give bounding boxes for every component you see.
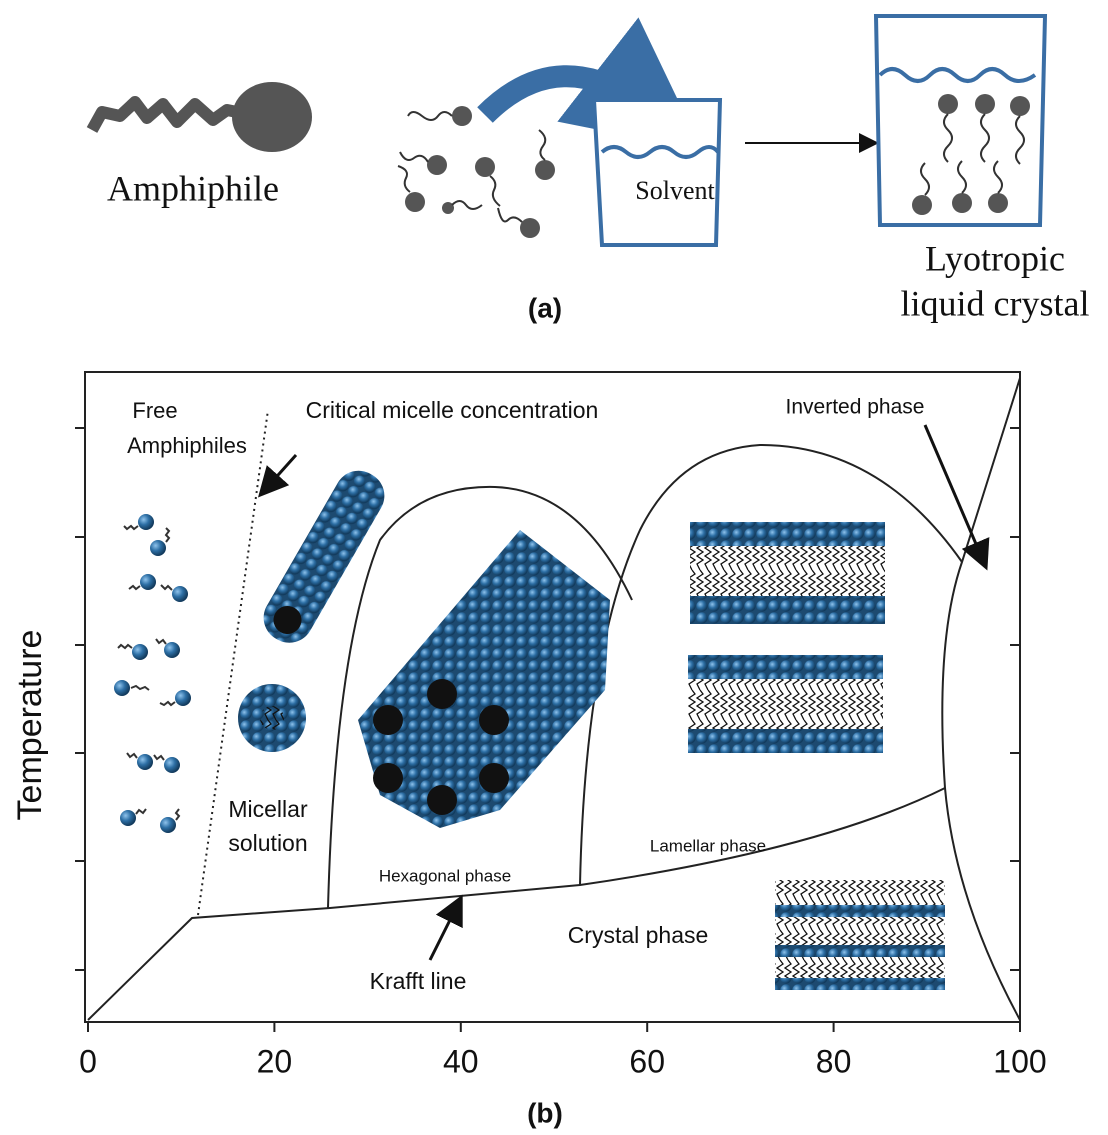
- x-tick-label: 20: [257, 1043, 293, 1079]
- amphiphile-label: Amphiphile: [107, 168, 279, 208]
- x-tick-label: 0: [79, 1043, 97, 1079]
- y-axis-label: Temperature: [11, 630, 49, 821]
- cylindrical-micelle: [255, 462, 393, 652]
- region-label: Lamellar phase: [650, 836, 766, 855]
- amphiphile-tail: [92, 102, 247, 130]
- product-label: Lyotropic: [925, 238, 1065, 278]
- lamellar-layers: [688, 522, 885, 753]
- x-tick-label: 60: [629, 1043, 665, 1079]
- spherical-micelle: [238, 684, 306, 752]
- x-tick-label: 100: [993, 1043, 1046, 1079]
- annotation: Critical micelle concentration: [306, 397, 599, 423]
- region-label: Micellar: [228, 796, 308, 822]
- caption: (b): [527, 1097, 563, 1128]
- amphiphile-head: [232, 82, 312, 152]
- product-label: liquid crystal: [901, 283, 1090, 323]
- figure: Amphiphile Solvent Lyotropic liquid crys…: [0, 0, 1108, 1135]
- panel-b: Free Amphiphiles Critical micelle concen…: [11, 372, 1047, 1128]
- annotation: Krafft line: [370, 968, 467, 994]
- caption: (a): [528, 292, 562, 323]
- molecules: [398, 106, 555, 238]
- region-label: solution: [228, 830, 307, 856]
- solvent-label: Solvent: [635, 176, 715, 205]
- annotation: Inverted phase: [786, 396, 925, 419]
- x-tick-label: 80: [816, 1043, 852, 1079]
- panel-a: Amphiphile Solvent Lyotropic liquid crys…: [92, 16, 1089, 323]
- region-label: Free: [132, 398, 177, 423]
- crystal: [775, 880, 945, 990]
- region-label: Hexagonal phase: [379, 866, 511, 885]
- region-label: Amphiphiles: [127, 433, 247, 458]
- inverted-boundary: [942, 378, 1020, 1020]
- region-label: Crystal phase: [568, 922, 709, 948]
- x-tick-label: 40: [443, 1043, 479, 1079]
- beaker: [594, 100, 720, 245]
- free-amphiphiles: [114, 514, 191, 833]
- hexagonal-bundle: [358, 530, 610, 828]
